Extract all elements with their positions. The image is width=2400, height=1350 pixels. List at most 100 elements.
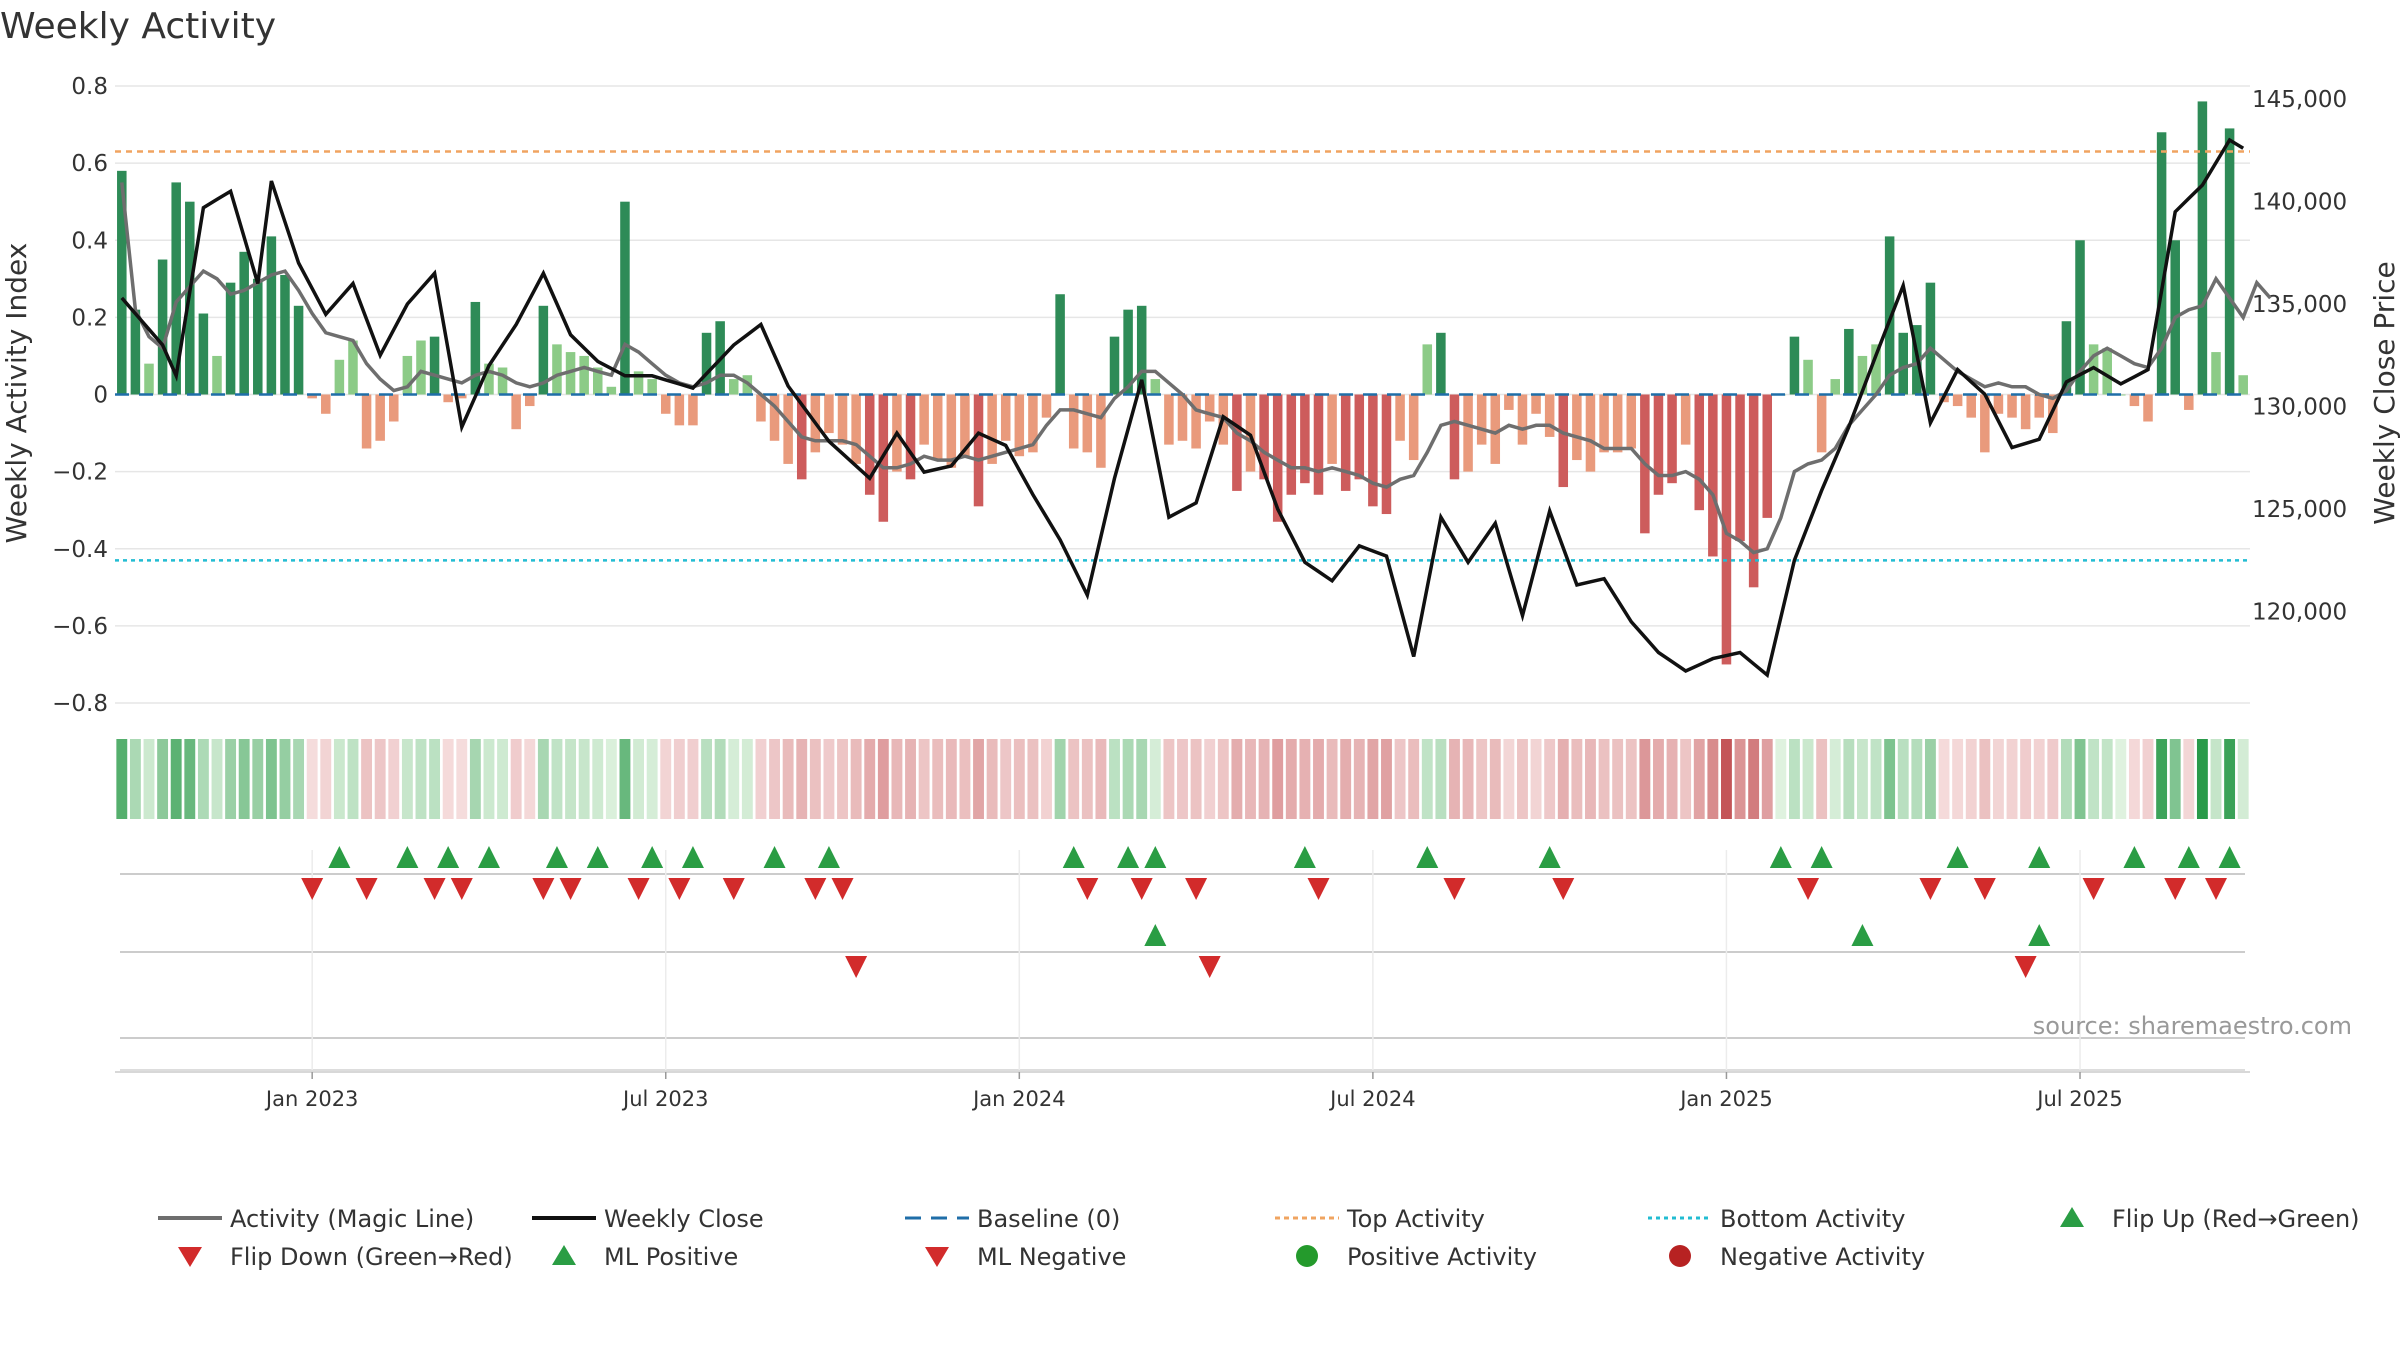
heat-strip-cell	[755, 739, 767, 819]
x-tick-label: Jul 2024	[1328, 1087, 1415, 1111]
heat-strip-cell	[197, 739, 209, 819]
heat-strip-cell	[1612, 739, 1624, 819]
activity-bar	[1408, 394, 1419, 461]
heat-strip-cell	[973, 739, 984, 819]
heat-strip-cell	[1693, 739, 1705, 819]
down-marker	[831, 878, 854, 900]
activity-bar	[361, 394, 372, 449]
activity-bar	[1381, 394, 1392, 515]
heat-strip-cell	[116, 739, 128, 819]
activity-bar	[592, 367, 603, 395]
activity-bar	[620, 201, 630, 395]
activity-bar	[1068, 394, 1079, 449]
magic-line-series	[120, 182, 2272, 555]
y-axis-label: Weekly Activity Index	[0, 243, 33, 544]
activity-bar	[1680, 394, 1691, 445]
activity-bar	[389, 394, 399, 422]
heat-strip-cell	[2074, 739, 2086, 819]
activity-bar	[1585, 394, 1596, 472]
activity-bar	[864, 394, 875, 495]
activity-bar	[633, 371, 644, 395]
activity-bar	[511, 394, 521, 430]
heat-strip-cell	[456, 739, 468, 819]
activity-bar	[1762, 394, 1773, 518]
heat-strip-cell	[347, 739, 359, 819]
legend-swatch	[1669, 1245, 1691, 1267]
heat-strip-cell	[1421, 739, 1433, 819]
legend-label: ML Positive	[604, 1243, 738, 1271]
down-marker	[668, 878, 691, 900]
heat-strip-cell	[1136, 739, 1148, 819]
heat-strip-cell	[959, 739, 971, 819]
heat-strip-cell	[361, 739, 373, 819]
down-marker	[627, 878, 650, 900]
up-marker	[1946, 846, 1969, 868]
heat-strip-cell	[1653, 739, 1664, 819]
heat-strip-cell	[2115, 739, 2127, 819]
legend-label: Weekly Close	[604, 1205, 764, 1233]
up-marker	[1117, 846, 1140, 868]
heat-strip-cell	[687, 739, 699, 819]
heat-strip-cell	[1897, 739, 1909, 819]
y2-axis-label: Weekly Close Price	[2368, 261, 2400, 524]
activity-bar	[1626, 394, 1637, 449]
heat-strip-cell	[1000, 739, 1012, 819]
activity-bar	[497, 367, 508, 395]
heat-strip-cell	[1449, 739, 1460, 819]
heat-strip-cell	[1041, 739, 1052, 819]
heat-strip-cell	[2128, 739, 2140, 819]
heat-strip-cell	[1177, 739, 1188, 819]
activity-bar	[443, 394, 453, 403]
heat-strip-cell	[1326, 739, 1338, 819]
activity-bar	[1368, 394, 1378, 507]
activity-bar	[1259, 394, 1269, 480]
activity-bar	[701, 332, 712, 395]
activity-bar	[1082, 394, 1093, 453]
activity-bar	[198, 313, 209, 395]
heat-strip-cell	[864, 739, 876, 819]
activity-bar	[987, 394, 997, 464]
down-marker	[532, 878, 555, 900]
activity-bar	[457, 394, 467, 399]
y-tick-label: 0	[93, 383, 108, 409]
heat-strip-cell	[1517, 739, 1528, 819]
up-marker	[1293, 846, 1316, 868]
activity-bar	[1476, 394, 1487, 445]
legend-label: Top Activity	[1346, 1205, 1485, 1233]
legend-label: Bottom Activity	[1720, 1205, 1905, 1233]
x-tick-label: Jul 2025	[2035, 1087, 2122, 1111]
down-marker	[1443, 878, 1466, 900]
down-marker	[450, 878, 473, 900]
activity-bar	[1816, 394, 1827, 453]
up-marker	[1769, 846, 1792, 868]
activity-bar	[728, 379, 739, 395]
heat-strip-cell	[1775, 739, 1787, 819]
heat-strip-cell	[1068, 739, 1080, 819]
activity-bar	[266, 236, 277, 395]
heat-strip-cell	[1109, 739, 1120, 819]
activity-bar	[565, 352, 576, 395]
activity-bar	[1014, 394, 1025, 457]
heat-strip-cell	[782, 739, 794, 819]
activity-bar	[1667, 394, 1677, 484]
up-marker	[545, 846, 568, 868]
activity-bar	[1232, 394, 1242, 491]
heat-strip-cell	[592, 739, 604, 819]
activity-bar	[2007, 394, 2017, 418]
activity-bar	[1096, 394, 1106, 468]
heat-strip-cell	[225, 739, 237, 819]
heat-strip-cell	[306, 739, 318, 819]
activity-bar	[484, 363, 494, 395]
activity-bar	[1204, 394, 1215, 422]
up-marker	[1416, 846, 1439, 868]
activity-bar	[1708, 394, 1718, 557]
legend-swatch	[178, 1247, 202, 1267]
heat-strip-cell	[932, 739, 944, 819]
activity-bar	[1803, 359, 1813, 395]
activity-bar	[1245, 394, 1256, 472]
y2-tick-label: 130,000	[2252, 395, 2347, 421]
heat-strip-cell	[1095, 739, 1107, 819]
activity-bar	[130, 309, 141, 395]
activity-bar	[1164, 394, 1174, 445]
